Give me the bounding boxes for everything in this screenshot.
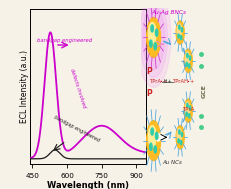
Circle shape <box>143 5 165 69</box>
Circle shape <box>150 143 152 150</box>
Circle shape <box>189 106 191 110</box>
Circle shape <box>176 126 184 149</box>
Circle shape <box>150 40 152 47</box>
Circle shape <box>147 18 161 57</box>
Text: $\bullet$+: $\bullet$+ <box>186 77 195 85</box>
Circle shape <box>147 121 161 161</box>
Circle shape <box>151 128 153 135</box>
Circle shape <box>151 25 153 32</box>
Circle shape <box>188 114 190 118</box>
Circle shape <box>155 132 158 139</box>
Text: bandgap engineered: bandgap engineered <box>53 114 101 143</box>
Circle shape <box>155 29 158 36</box>
Circle shape <box>186 112 187 116</box>
Circle shape <box>177 129 182 141</box>
Circle shape <box>178 34 179 38</box>
Circle shape <box>148 22 156 44</box>
Circle shape <box>181 132 183 137</box>
Circle shape <box>148 126 156 148</box>
Text: TPrA: TPrA <box>150 79 162 84</box>
Circle shape <box>188 64 190 68</box>
Circle shape <box>181 28 183 32</box>
Circle shape <box>187 103 188 108</box>
Circle shape <box>140 0 167 77</box>
Circle shape <box>154 43 156 50</box>
Circle shape <box>189 56 191 60</box>
Text: GCE: GCE <box>202 84 207 98</box>
Circle shape <box>180 36 182 40</box>
Circle shape <box>179 25 180 29</box>
Text: Au-Ag BNCs: Au-Ag BNCs <box>151 10 186 15</box>
Text: defects involved: defects involved <box>69 68 86 109</box>
Text: $\bullet$+: $\bullet$+ <box>159 77 167 85</box>
Text: -H+: -H+ <box>162 79 172 84</box>
Circle shape <box>154 146 156 153</box>
Circle shape <box>179 130 180 134</box>
Y-axis label: ECL Intensity (a.u.): ECL Intensity (a.u.) <box>20 50 29 123</box>
Circle shape <box>184 49 192 72</box>
Circle shape <box>180 140 182 145</box>
X-axis label: Wavelength (nm): Wavelength (nm) <box>47 181 129 189</box>
Circle shape <box>185 52 190 65</box>
Circle shape <box>186 62 187 67</box>
Text: TPrA: TPrA <box>182 107 195 112</box>
Circle shape <box>185 102 190 115</box>
Circle shape <box>184 99 192 122</box>
Text: P: P <box>147 67 152 76</box>
Text: TPrAH: TPrAH <box>173 79 189 84</box>
Text: bandgap engineered: bandgap engineered <box>37 39 92 43</box>
Circle shape <box>178 139 179 143</box>
Circle shape <box>177 24 182 37</box>
Circle shape <box>136 0 171 87</box>
Text: Au NCs: Au NCs <box>163 160 183 165</box>
Circle shape <box>176 21 184 44</box>
Circle shape <box>187 53 188 58</box>
Text: P: P <box>147 89 152 98</box>
